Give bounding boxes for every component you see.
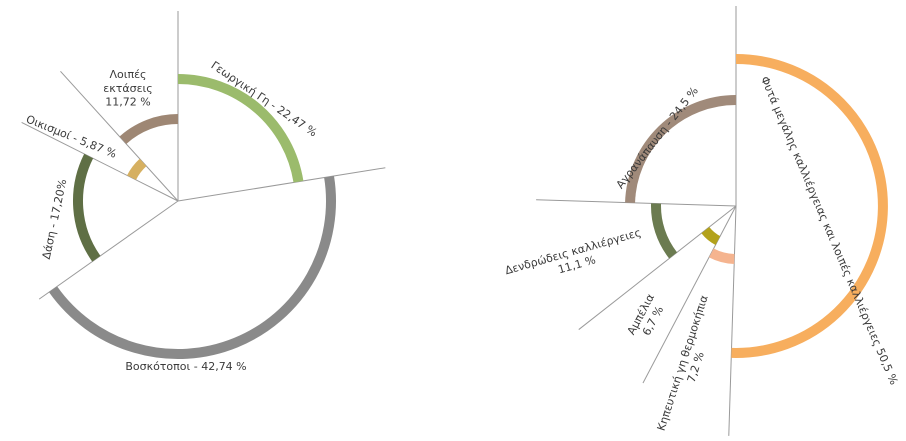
chart1-slice-label: Βοσκότοποι - 42,74 % [125,360,246,373]
chart1-slice-arc [119,114,179,145]
chart1-slice-arc [73,153,101,262]
chart2-divider-line [536,199,737,207]
chart2-slice-label: Δενδρώδεις καλλιέργειες11,1 % [504,226,647,291]
chart1-slice-label: Γεωργική Γη - 22,47 % [209,59,320,140]
chart2-slice-arc [625,95,737,203]
chart1-divider-line [177,167,386,202]
chart2-divider-line [728,205,737,436]
chart2-slice-label: Αγρανάπαυση - 24,5 % [614,84,701,191]
chart1-divider-line [21,121,179,202]
chart2-divider-line [642,205,737,384]
slice-label-line: Γεωργική Γη - 22,47 % [209,59,320,140]
slice-label-line: Αγρανάπαυση - 24,5 % [614,84,701,191]
slice-label-line: Λοιπές [109,68,146,81]
chart1-slice-arc [177,74,304,183]
chart1-slice-label: Λοιπές εκτάσεις 11,72 % [103,68,152,109]
slice-label-line: Βοσκότοποι - 42,74 % [125,360,246,373]
chart2-slice-label: Κηπευτική γη θερμοκήπια7,2 % [655,293,724,436]
slice-label-line: εκτάσεις [103,82,152,95]
chart2-slice-arc [709,248,735,264]
chart1-divider-line [38,200,179,300]
chart1-slice-arc [48,175,336,359]
chart1-divider-line [60,71,179,202]
chart2-slice-label: Αμπέλια6,7 % [625,292,670,344]
chart2-slice-arc [731,54,888,358]
slice-label-line: 11,72 % [105,96,150,109]
chart2-slice-arc [701,226,721,245]
slice-label-line: Δάση - 17,20% [40,178,70,261]
chart2-slice-arc [651,203,678,259]
chart2-divider-line [578,205,737,330]
chart1-slice-arc [127,158,147,181]
chart1-slice-label: Δάση - 17,20% [40,178,70,261]
